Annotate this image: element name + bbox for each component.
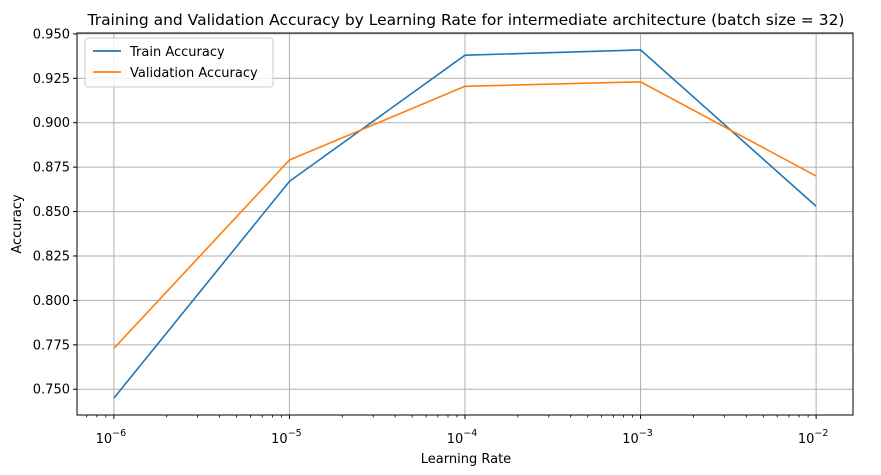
y-tick-label: 0.925 [33, 72, 70, 87]
y-tick-label: 0.775 [33, 338, 70, 353]
x-axis-label: Learning Rate [421, 452, 511, 467]
y-tick-label: 0.950 [33, 27, 70, 42]
y-tick-labels: 0.750 0.775 0.800 0.825 0.850 0.875 0.900 0.925… [33, 27, 70, 397]
x-tick-label: 10−6 [96, 428, 127, 447]
y-tick-label: 0.875 [33, 161, 70, 176]
legend: Train Accuracy Validation Accuracy [84, 37, 274, 88]
x-tick-label: 10−2 [798, 428, 829, 447]
legend-frame [84, 37, 274, 88]
y-axis-label: Accuracy [10, 194, 25, 254]
grid [77, 33, 853, 415]
x-tick-label: 10−3 [622, 428, 653, 447]
y-tick-label: 0.825 [33, 249, 70, 264]
y-tick-label: 0.800 [33, 294, 70, 309]
y-tick-label: 0.900 [33, 116, 70, 131]
y-tick-label: 0.850 [33, 205, 70, 220]
legend-label-train: Train Accuracy [129, 45, 225, 60]
plot-lines [113, 49, 817, 399]
x-tick-label: 10−5 [271, 428, 302, 447]
x-tick-labels: 10−6 10−5 10−4 10−3 10−2 [96, 428, 829, 447]
axis-ticks [73, 33, 817, 419]
chart-title: Training and Validation Accuracy by Lear… [87, 11, 845, 29]
x-tick-label: 10−4 [447, 428, 478, 447]
y-tick-label: 0.750 [33, 383, 70, 398]
legend-label-validation: Validation Accuracy [130, 66, 258, 81]
